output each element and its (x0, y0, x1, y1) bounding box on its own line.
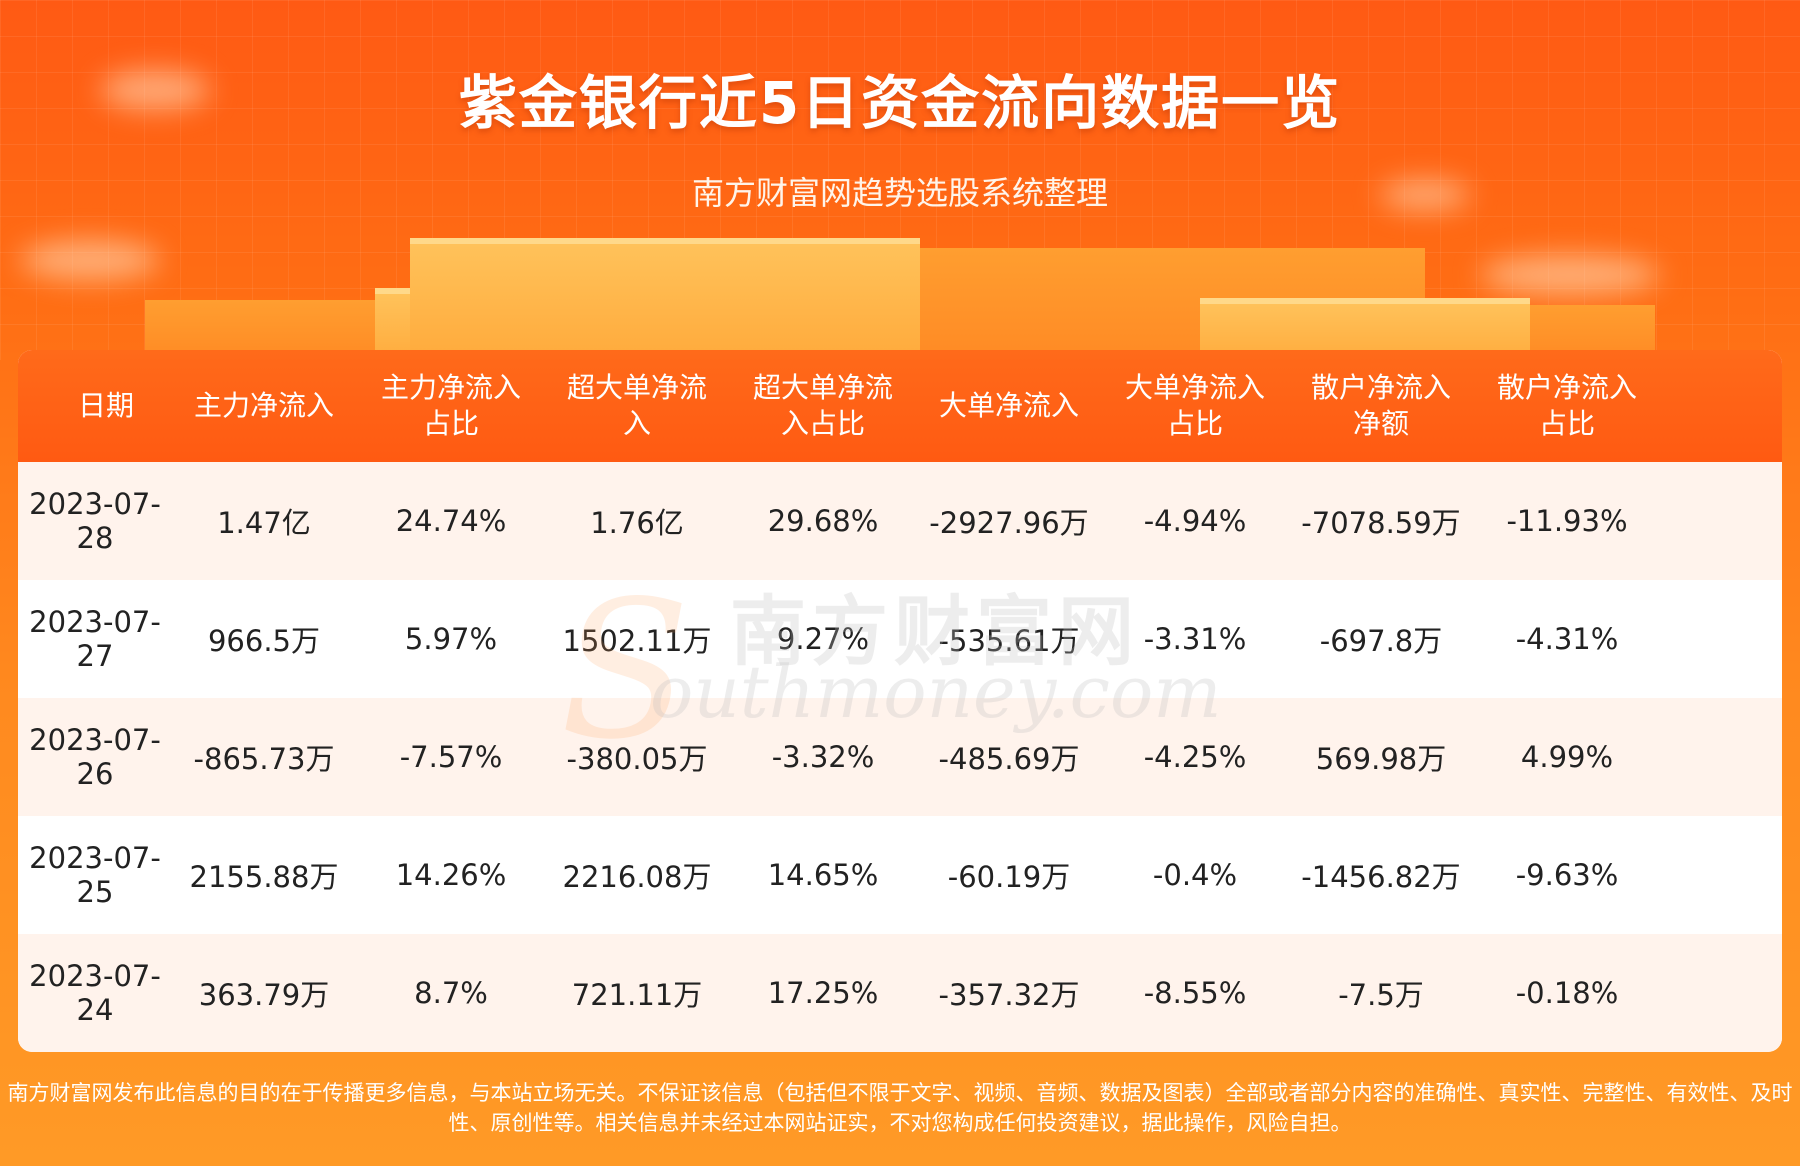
table-row: 2023-07-25 2155.88万 14.26% 2216.08万 14.65% -6… (18, 816, 1782, 934)
table-cell: 363.79万 (198, 978, 330, 1012)
table-cell: -4.94% (1143, 504, 1247, 538)
column-header: 大单净流入 (938, 389, 1079, 422)
table-cell: -4.25% (1143, 740, 1247, 774)
table-cell: -0.4% (1152, 858, 1238, 892)
table-cell: -3.32% (771, 740, 875, 774)
table-header: 日期 主力净流入 主力净流入 占比 超大单净流 入超大单净流 入占比 大单净流入 大单净流… (18, 350, 1782, 462)
table-cell: -1456.82万 (1301, 860, 1461, 894)
decorative-glow (100, 70, 210, 110)
table-cell: 8.7% (414, 976, 488, 1010)
table-cell: -865.73万 (193, 742, 335, 776)
column-header: 散户净流入 占比 (1496, 371, 1637, 440)
decorative-glow (1380, 180, 1470, 210)
table-cell: 29.68% (767, 504, 879, 538)
table-cell: -485.69万 (938, 742, 1080, 776)
row-spacer (1660, 462, 1782, 580)
row-spacer (1660, 934, 1782, 1052)
table-cell: -7.5万 (1338, 978, 1424, 1012)
table-cell: -8.55% (1143, 976, 1247, 1010)
table-cell: -7.57% (399, 740, 503, 774)
table-cell: 5.97% (404, 622, 498, 656)
row-spacer (1660, 816, 1782, 934)
column-header: 散户净流入 净额 (1310, 371, 1451, 440)
table-row: 2023-07-24 363.79万 8.7% 721.11万 17.25% -357.3… (18, 934, 1782, 1052)
date-cell: 2023-07-26 (29, 723, 161, 791)
table-cell: 1.47亿 (217, 506, 311, 540)
table-cell: 1502.11万 (562, 624, 712, 658)
table-cell: 2155.88万 (189, 860, 339, 894)
table-cell: 2216.08万 (562, 860, 712, 894)
table-cell: -7078.59万 (1301, 506, 1461, 540)
column-header: 大单净流入 占比 (1124, 371, 1265, 440)
table-cell: 17.25% (767, 976, 879, 1010)
table-cell: -9.63% (1515, 858, 1619, 892)
column-header: 主力净流入 (193, 389, 334, 422)
table-row: 2023-07-27 966.5万 5.97% 1502.11万 9.27% -535.6… (18, 580, 1782, 698)
table-cell: -0.18% (1515, 976, 1619, 1010)
table-cell: -357.32万 (938, 978, 1080, 1012)
table-cell: 4.99% (1520, 740, 1614, 774)
date-cell: 2023-07-24 (29, 959, 161, 1027)
table-cell: -2927.96万 (929, 506, 1089, 540)
date-cell: 2023-07-27 (29, 605, 161, 673)
table-cell: -4.31% (1515, 622, 1619, 656)
column-header: 日期 (77, 389, 134, 422)
row-spacer (1660, 698, 1782, 816)
table-cell: 721.11万 (571, 978, 703, 1012)
row-spacer (1660, 580, 1782, 698)
column-header-spacer (1660, 350, 1782, 462)
table-cell: -697.8万 (1319, 624, 1443, 658)
table-row: 2023-07-26 -865.73万 -7.57% -380.05万 -3.32% -4… (18, 698, 1782, 816)
page-subtitle: 南方财富网趋势选股系统整理 (691, 174, 1108, 212)
page-title: 紫金银行近5日资金流向数据一览 (458, 69, 1342, 137)
table-cell: -11.93% (1506, 504, 1628, 538)
decorative-block (410, 238, 920, 366)
table-cell: -60.19万 (947, 860, 1071, 894)
table-cell: 14.65% (767, 858, 879, 892)
disclaimer: 南方财富网发布此信息的目的在于传播更多信息，与本站立场无关。不保证该信息（包括但… (7, 1081, 1793, 1135)
table-cell: -3.31% (1143, 622, 1247, 656)
table-cell: 569.98万 (1315, 742, 1447, 776)
table-cell: 14.26% (395, 858, 507, 892)
table-cell: 1.76亿 (590, 506, 684, 540)
table-cell: -380.05万 (566, 742, 708, 776)
table-cell: 966.5万 (207, 624, 321, 658)
table-body: 2023-07-28 1.47亿 24.74% 1.76亿 29.68% -2927.96… (18, 462, 1782, 1052)
date-cell: 2023-07-25 (29, 841, 161, 909)
decorative-glow (20, 240, 160, 280)
table-cell: -535.61万 (938, 624, 1080, 658)
decorative-glow (1480, 255, 1660, 295)
column-header: 主力净流入 占比 (380, 371, 521, 440)
table-cell: 24.74% (395, 504, 507, 538)
column-header: 超大单净流 入 (566, 371, 707, 440)
fund-flow-table: 日期 主力净流入 主力净流入 占比 超大单净流 入超大单净流 入占比 大单净流入 大单净流… (18, 350, 1782, 1052)
column-header: 超大单净流 入占比 (752, 371, 893, 440)
table-row: 2023-07-28 1.47亿 24.74% 1.76亿 29.68% -2927.96… (18, 462, 1782, 580)
table-cell: 9.27% (776, 622, 870, 656)
date-cell: 2023-07-28 (29, 487, 161, 555)
